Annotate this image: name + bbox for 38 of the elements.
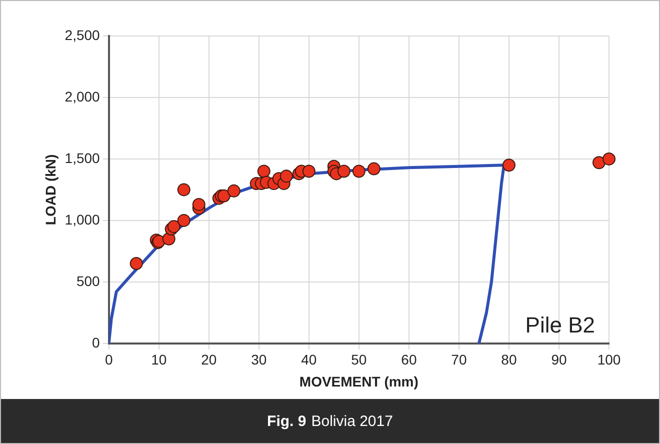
point [502,158,516,172]
point [227,184,240,198]
x-tick-label: 50 [351,352,367,368]
x-tick-label: 0 [104,352,113,368]
x-tick-label: 40 [301,352,317,368]
point [592,156,606,170]
x-tick-label: 10 [151,352,167,368]
point [367,162,380,176]
y-tick-label: 2,500 [64,26,100,43]
x-tick-label: 80 [501,352,517,368]
y-tick-label: 1,500 [64,150,100,166]
y-tick-label: 0 [92,334,100,350]
x-tick-label: 30 [251,352,267,368]
point [337,164,350,178]
x-tick-label: 20 [201,352,217,368]
point [302,164,316,178]
point [177,183,190,196]
y-axis-title: LOAD (kN) [42,154,58,226]
y-tick-label: 1,000 [64,211,100,228]
point [217,189,230,202]
x-tick-label: 90 [551,352,567,368]
text: Bolivia 2017 [311,412,393,430]
point [602,152,616,166]
x-tick-label: 70 [451,352,467,368]
annotation: Pile B2 [525,312,595,338]
x-tick-label: 100 [597,352,621,368]
x-axis-title: MOVEMENT (mm) [299,373,418,390]
caption: Fig. 9 [267,412,306,430]
y-tick-label: 500 [76,272,100,289]
point [167,220,180,234]
point [130,256,143,270]
x-tick-label: 60 [401,352,417,368]
point [280,170,293,183]
point [257,164,270,178]
point [192,198,206,211]
point [177,214,190,227]
y-tick-label: 2,000 [64,88,100,104]
point [352,164,366,178]
